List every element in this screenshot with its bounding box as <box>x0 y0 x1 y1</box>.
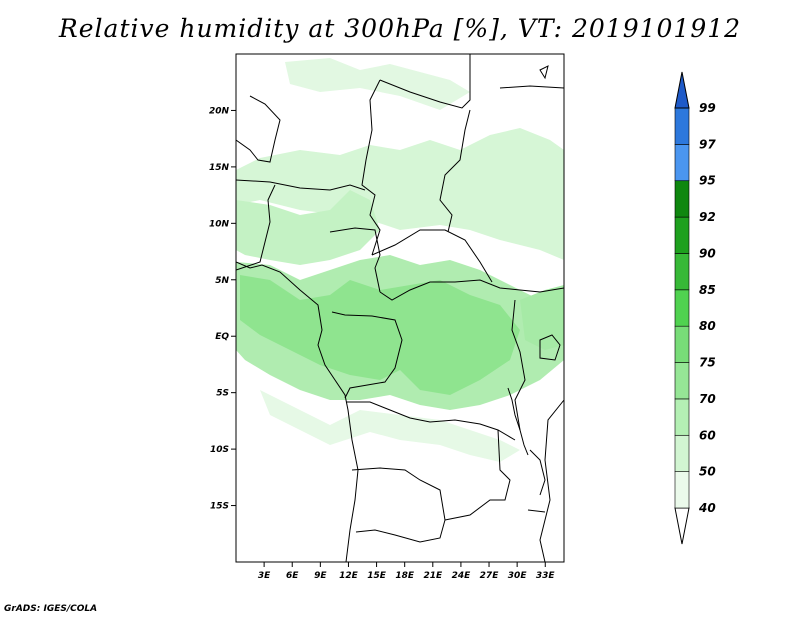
colorbar-box <box>674 107 690 145</box>
rh-field-west <box>236 190 380 265</box>
lat-tick-label: 15N <box>209 163 230 173</box>
island-2 <box>539 65 549 80</box>
lon-tick-label: 21E <box>423 571 443 581</box>
colorbar-label: 85 <box>699 283 716 297</box>
colorbar-triangle-low <box>674 507 690 545</box>
border-line-14 <box>499 85 564 89</box>
border-line-12 <box>444 429 511 521</box>
border-line-9 <box>331 311 403 399</box>
border-line-3 <box>236 184 276 271</box>
colorbar-label: 70 <box>699 392 716 406</box>
border-line-13 <box>511 299 526 431</box>
grads-credit: GrADS: IGES/COLA <box>4 604 98 614</box>
humidity-shading <box>236 58 564 462</box>
coastline-west <box>236 261 359 562</box>
colorbar-box <box>674 216 690 254</box>
border-line-4 <box>329 227 381 293</box>
lon-tick-label: 3E <box>258 571 271 581</box>
lon-tick-label: 24E <box>452 571 472 581</box>
rh-field-sahel <box>236 128 564 260</box>
border-line-7 <box>371 229 493 283</box>
colorbar-label: 90 <box>699 246 716 260</box>
colorbar-label: 92 <box>699 210 716 224</box>
border-line-8 <box>379 279 564 301</box>
longitude-axis: 3E 6E 9E 12E 15E 18E 21E 24E 27E 30E 33E <box>258 562 556 581</box>
colorbar-label: 60 <box>699 428 716 442</box>
colorbar-box <box>674 253 690 291</box>
colorbar-triangle-high <box>674 71 690 109</box>
lat-tick-label: EQ <box>215 332 229 342</box>
border-line-5 <box>379 54 471 109</box>
border-line-2 <box>236 179 366 191</box>
lon-tick-label: 12E <box>339 571 359 581</box>
border-line-10 <box>346 401 516 441</box>
lon-tick-label: 18E <box>395 571 415 581</box>
rh-field-core <box>240 275 520 395</box>
border-line-15 <box>236 95 281 163</box>
border-line-1 <box>361 79 381 256</box>
colorbar-label: 97 <box>699 137 716 151</box>
map-frame <box>235 53 565 563</box>
lon-tick-label: 27E <box>480 571 500 581</box>
colorbar-label: 75 <box>699 356 716 370</box>
rh-field-east <box>520 285 564 350</box>
colorbar: 40 50 60 70 75 80 85 90 92 95 97 99 <box>674 71 716 545</box>
colorbar-label: 99 <box>699 101 716 115</box>
colorbar-label: 95 <box>699 174 716 188</box>
lat-tick-label: 10S <box>210 445 229 455</box>
colorbar-box <box>674 289 690 327</box>
colorbar-box <box>674 434 690 472</box>
map-title: Relative humidity at 300hPa [%], VT: 201… <box>58 14 742 43</box>
colorbar-label: 50 <box>699 465 716 479</box>
country-borders <box>236 54 564 562</box>
lon-tick-label: 30E <box>508 571 528 581</box>
colorbar-box <box>674 362 690 400</box>
colorbar-label: 40 <box>698 501 716 515</box>
colorbar-label: 80 <box>699 319 716 333</box>
border-line-11 <box>351 467 446 543</box>
rh-field-south <box>260 390 520 462</box>
border-line-6 <box>439 109 471 233</box>
lake-outline-1 <box>507 387 529 456</box>
lon-tick-label: 6E <box>286 571 299 581</box>
lat-tick-label: 5S <box>216 389 229 399</box>
lat-tick-label: 15S <box>210 502 229 512</box>
colorbar-box <box>674 144 690 182</box>
lon-tick-label: 15E <box>367 571 387 581</box>
lat-tick-label: 20N <box>209 106 230 116</box>
latitude-axis: 20N 15N 10N 5N EQ 5S 10S 15S <box>209 106 236 512</box>
colorbar-box <box>674 398 690 436</box>
lat-tick-label: 5N <box>215 276 229 286</box>
lat-tick-label: 10N <box>209 219 230 229</box>
border-line-16 <box>539 399 564 562</box>
lake-outline-3 <box>529 449 546 496</box>
lon-tick-label: 9E <box>314 571 327 581</box>
colorbar-box <box>674 180 690 218</box>
lon-tick-label: 33E <box>536 571 556 581</box>
colorbar-box <box>674 325 690 363</box>
colorbar-box <box>674 471 690 509</box>
island-1 <box>527 509 546 513</box>
lake-outline-2 <box>539 334 561 361</box>
